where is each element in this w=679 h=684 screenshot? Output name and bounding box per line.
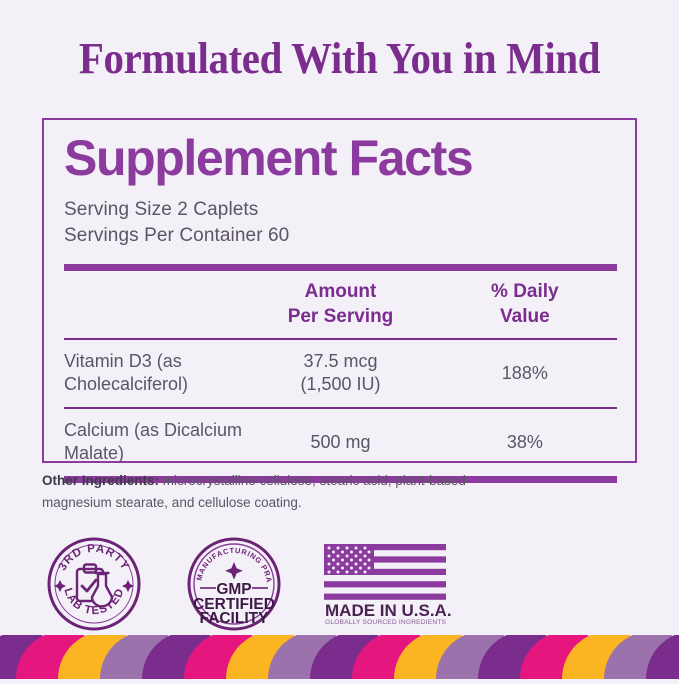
- table-row: Vitamin D3 (as Cholecalciferol) 37.5 mcg…: [64, 340, 617, 407]
- other-ingredients: Other Ingredients: microcrystalline cell…: [42, 470, 512, 514]
- sparkle-icon: [54, 580, 66, 592]
- amount-header-line1: Amount: [304, 281, 377, 303]
- supplement-facts-title: Supplement Facts: [64, 130, 474, 186]
- nutrient-amount-main: 37.5 mcg: [303, 351, 378, 372]
- other-ingredients-label: Other Ingredients:: [42, 473, 160, 488]
- footer-scallop-pattern: [0, 631, 679, 679]
- badge-outer-ring: [47, 537, 141, 631]
- flask-icon: [90, 571, 114, 608]
- thin-rule: [64, 406, 617, 409]
- sparkle-icon: [225, 562, 243, 580]
- supplement-facts-panel: Supplement Facts Serving Size 2 Caplets …: [42, 118, 637, 483]
- globally-sourced-text: GLOBALLY SOURCED INGREDIENTS: [325, 619, 447, 626]
- made-in-usa-text: MADE IN U.S.A.: [325, 601, 452, 620]
- lab-tested-badge-graphic: 3RD PARTY LAB TESTED: [47, 537, 141, 631]
- gmp-line2: CERTIFIED: [193, 596, 275, 613]
- badge-made-in-usa: MADE IN U.S.A. GLOBALLY SOURCED INGREDIE…: [322, 544, 452, 631]
- badge-inner-ring: [54, 544, 134, 624]
- thick-rule: [64, 264, 617, 272]
- sparkle-icon: [122, 580, 134, 592]
- amount-header-line2: Per Serving: [287, 305, 394, 327]
- scallop-arc: [646, 633, 679, 679]
- nutrient-name: Calcium (as Dicalcium Malate): [64, 419, 243, 464]
- nutrient-amount: 37.5 mcg (1,500 IU): [248, 340, 432, 407]
- nutrient-amount: 500 mg: [310, 431, 371, 452]
- dv-header-line2: Value: [500, 305, 550, 327]
- serving-size: Serving Size 2 Caplets: [64, 198, 259, 220]
- gmp-arc-text: GOOD MANUFACTURING PRACTICE: [186, 536, 274, 584]
- table-rule-under-header: [64, 338, 617, 341]
- nutrient-name: Vitamin D3 (as Cholecalciferol): [64, 351, 189, 395]
- badge-inner-ring: [193, 543, 275, 625]
- table-rule-bottom: [64, 475, 617, 483]
- dv-header-line1: % Daily: [491, 281, 559, 303]
- column-header-nutrient: [64, 271, 248, 338]
- table-row: Calcium (as Dicalcium Malate) 500 mg 38%: [64, 409, 617, 476]
- made-in-usa-graphic: MADE IN U.S.A. GLOBALLY SOURCED INGREDIE…: [324, 544, 452, 626]
- page-headline: Formulated With You in Mind: [78, 34, 601, 83]
- supplement-facts-table: Amount Per Serving % Daily Value Vitamin…: [64, 264, 617, 483]
- gmp-line1: GMP: [216, 581, 251, 598]
- table-rule-top: [64, 264, 617, 272]
- us-flag-icon: [324, 544, 446, 600]
- thin-rule: [64, 338, 617, 341]
- gmp-badge-graphic: GOOD MANUFACTURING PRACTICE GMP CERTIFIE…: [183, 529, 281, 631]
- badge-gmp-certified: GOOD MANUFACTURING PRACTICE GMP CERTIFIE…: [183, 529, 282, 637]
- thick-rule: [64, 475, 617, 483]
- gmp-line3: FACILITY: [200, 610, 270, 627]
- other-ingredients-text: microcrystalline cellulose, stearic acid…: [42, 473, 466, 510]
- badge-third-party-lab-tested: 3RD PARTY LAB TESTED: [46, 536, 142, 637]
- table-header-row: Amount Per Serving % Daily Value: [64, 271, 617, 338]
- certification-badges: 3RD PARTY LAB TESTED: [42, 529, 472, 632]
- nutrient-daily-value: 188%: [501, 362, 548, 383]
- column-header-daily-value: % Daily Value: [433, 271, 617, 338]
- servings-per-container: Servings Per Container 60: [64, 225, 290, 247]
- nutrient-daily-value: 38%: [506, 431, 543, 452]
- badge-outer-ring: [187, 537, 281, 631]
- nutrient-amount-sub: (1,500 IU): [300, 374, 381, 395]
- scallop-arcs: [0, 631, 679, 679]
- table-rule-between-rows: [64, 406, 617, 409]
- column-header-amount: Amount Per Serving: [248, 271, 432, 338]
